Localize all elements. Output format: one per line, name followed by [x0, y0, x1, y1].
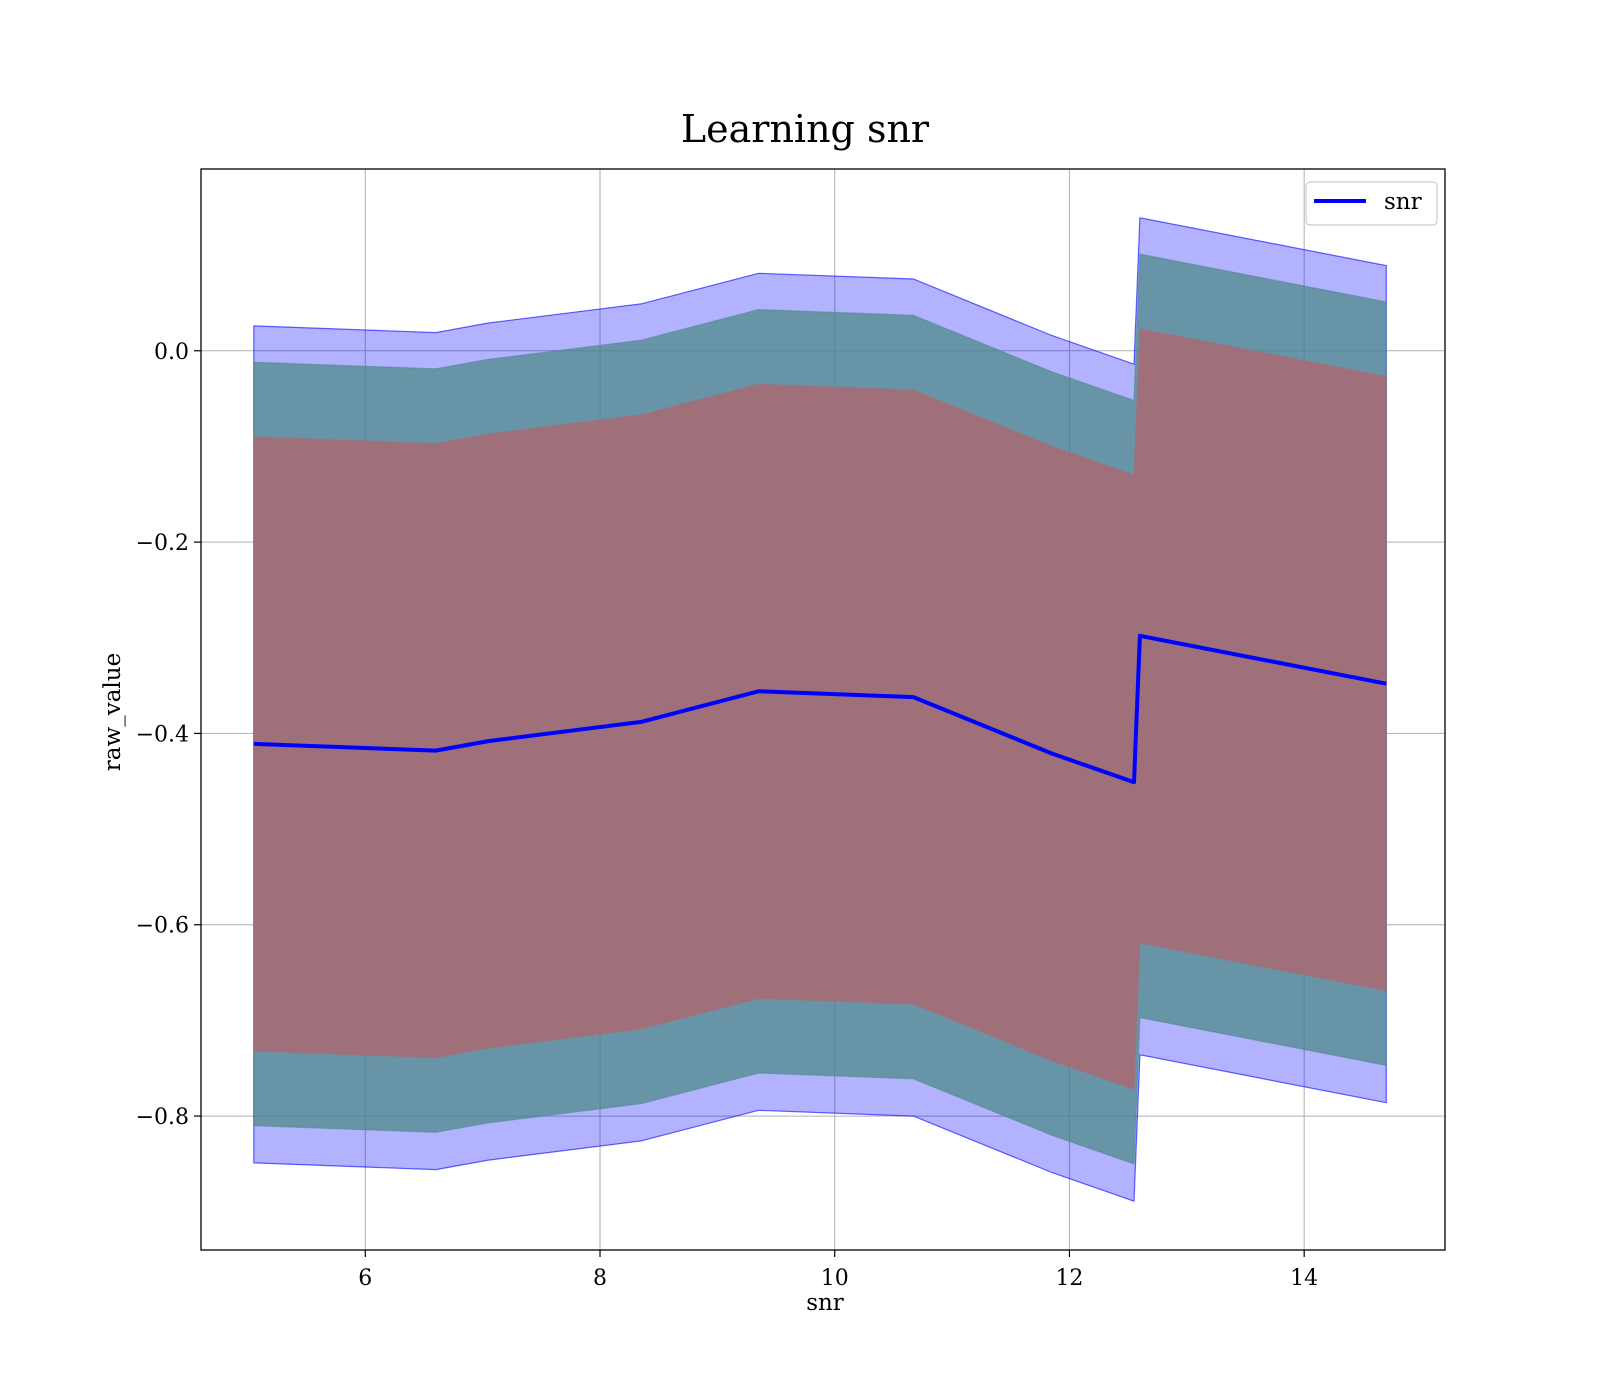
legend-entry-snr: snr	[1384, 189, 1422, 215]
legend-box	[1305, 181, 1438, 226]
plot-area: 6 8 10 12 14 0.0 −0.2 −0.4 −0.6 −0.8	[136, 168, 1446, 1291]
x-axis-label: snr	[806, 1290, 844, 1316]
series-line-snr	[253, 633, 1387, 785]
y-tick-label-1: −0.2	[136, 531, 189, 556]
x-tick-label-0: 6	[358, 1266, 372, 1291]
y-axis-label: raw_value	[100, 653, 126, 771]
confidence-band-3	[253, 328, 1387, 1091]
y-tick-label-3: −0.6	[136, 914, 189, 939]
y-tick-label-4: −0.8	[136, 1105, 189, 1130]
axes-frame	[200, 168, 1446, 1251]
y-tick-label-0: 0.0	[154, 340, 189, 365]
x-tick-label-4: 14	[1290, 1266, 1318, 1291]
legend: snr	[1305, 181, 1438, 226]
x-tick-label-2: 10	[821, 1266, 849, 1291]
y-tick-label-2: −0.4	[136, 722, 189, 747]
x-tick-label-3: 12	[1055, 1266, 1083, 1291]
chart-title: Learning snr	[681, 107, 930, 151]
x-tick-label-1: 8	[593, 1266, 607, 1291]
